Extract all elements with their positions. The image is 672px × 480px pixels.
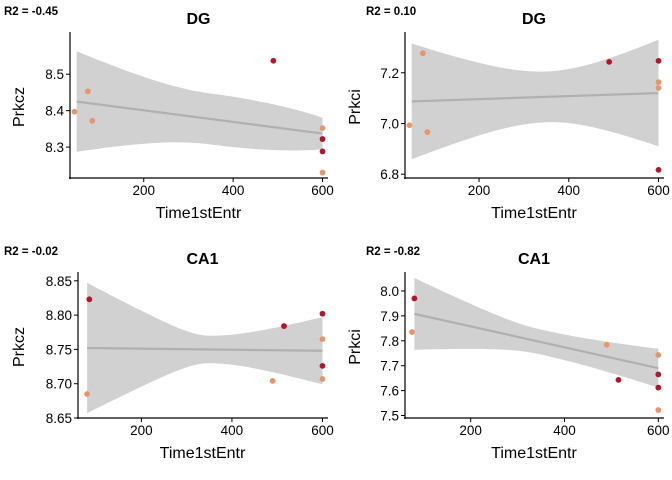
x-tick-label: 200 [459,423,482,438]
regression-line [87,346,323,352]
data-point [655,371,662,378]
x-tick-label: 400 [558,183,581,198]
y-tick-label: 8.3 [45,140,64,155]
data-point [89,117,96,124]
panel-title: DG [187,11,211,28]
data-point [655,57,662,64]
y-tick-label: 8.85 [46,274,72,289]
x-axis-label: Time1stEntr [491,445,577,462]
data-point [319,375,326,382]
data-point [655,166,662,173]
data-point [615,376,622,383]
y-tick-label: 8.4 [45,104,64,119]
y-axis-label: Prkcz [11,87,28,127]
data-point [319,136,326,142]
x-tick-label: 600 [647,423,670,438]
y-tick-label: 8.65 [46,411,72,426]
x-tick-label: 200 [132,183,155,198]
chart-svg: 200 400 600 7.5 7.6 7.7 7.8 7.9 8.0 R2 = -0.82 CA1… [347,246,670,462]
data-point [655,352,662,358]
data-point [603,341,610,348]
y-tick-label: 7.2 [380,66,399,81]
y-tick-label: 8.70 [46,377,72,392]
y-tick-label: 7.5 [380,409,399,424]
y-tick-label: 7.7 [380,359,399,374]
panel-ca1-prkci: 200 400 600 7.5 7.6 7.7 7.8 7.9 8.0 R2 = -0.82 CA1… [336,240,672,480]
panel-ca1-prkcz: 200 400 600 8.65 8.70 8.75 8.80 8.85 R2 = -0.02 C… [0,240,336,480]
data-point [409,329,415,335]
x-tick-label: 600 [311,423,334,438]
x-tick-label: 200 [130,423,153,438]
y-tick-label: 7.6 [380,384,399,399]
data-point [319,310,326,317]
x-tick-label: 200 [468,183,491,198]
confidence-band [87,282,323,414]
regression-line [411,91,659,103]
y-tick-label: 7.8 [380,334,399,349]
x-axis-label: Time1stEntr [160,445,246,462]
confidence-band [414,278,659,388]
chart-svg: 200 400 600 8.3 8.4 8.5 R2 = -0.45 DG Time1stEnt… [4,6,334,222]
data-point [319,336,326,343]
confidence-band [76,51,323,152]
x-tick-label: 400 [221,423,244,438]
panel-dg-prkcz: 200 400 600 8.3 8.4 8.5 R2 = -0.45 DG Time1stEnt… [0,0,336,240]
regression-line [414,312,659,370]
panel-dg-prkci: 200 400 600 6.8 7.0 7.2 R2 = 0.10 DG Time1stEntr… [336,0,672,240]
y-tick-label: 8.75 [46,342,72,357]
data-point [319,169,326,176]
data-point [411,295,418,302]
data-point [86,296,93,303]
data-point [319,125,326,132]
r2-label: R2 = 0.10 [366,6,416,18]
x-tick-label: 600 [647,183,670,198]
panel-title: CA1 [518,251,550,268]
x-tick-label: 400 [222,183,245,198]
chart-svg: 200 400 600 6.8 7.0 7.2 R2 = 0.10 DG Time1stEntr… [347,6,670,222]
data-point [319,148,326,155]
panel-title: CA1 [186,251,218,268]
data-point [319,362,326,369]
confidence-band [411,39,659,160]
data-point [655,85,662,91]
y-axis-label: Prkci [347,89,364,125]
data-point [655,79,662,86]
data-point [71,108,78,115]
x-axis-label: Time1stEntr [491,205,577,222]
panel-title: DG [522,11,546,28]
chart-svg: 200 400 600 8.65 8.70 8.75 8.80 8.85 R2 = -0.02 C… [4,246,334,462]
y-tick-label: 7.0 [380,116,399,131]
data-point [606,58,613,65]
y-tick-label: 8.5 [45,67,64,82]
r2-label: R2 = -0.02 [4,246,58,258]
data-point [84,391,90,397]
data-point [420,50,426,57]
data-point [424,129,431,136]
data-point [281,323,287,329]
data-point [655,407,662,413]
y-axis-label: Prkcz [11,327,28,367]
y-tick-label: 6.8 [380,167,399,182]
y-tick-label: 8.80 [46,308,72,323]
x-tick-label: 400 [553,423,576,438]
y-tick-label: 7.9 [380,309,399,324]
data-point [84,88,91,95]
r2-label: R2 = -0.82 [366,246,420,258]
data-point [269,378,276,384]
y-axis-label: Prkci [347,329,364,365]
regression-line [76,100,323,135]
data-point [270,57,277,64]
r2-label: R2 = -0.45 [4,6,59,18]
data-point [406,122,413,129]
x-tick-label: 600 [311,183,334,198]
x-axis-label: Time1stEntr [156,205,242,222]
y-tick-label: 8.0 [380,284,399,299]
data-point [655,384,662,391]
